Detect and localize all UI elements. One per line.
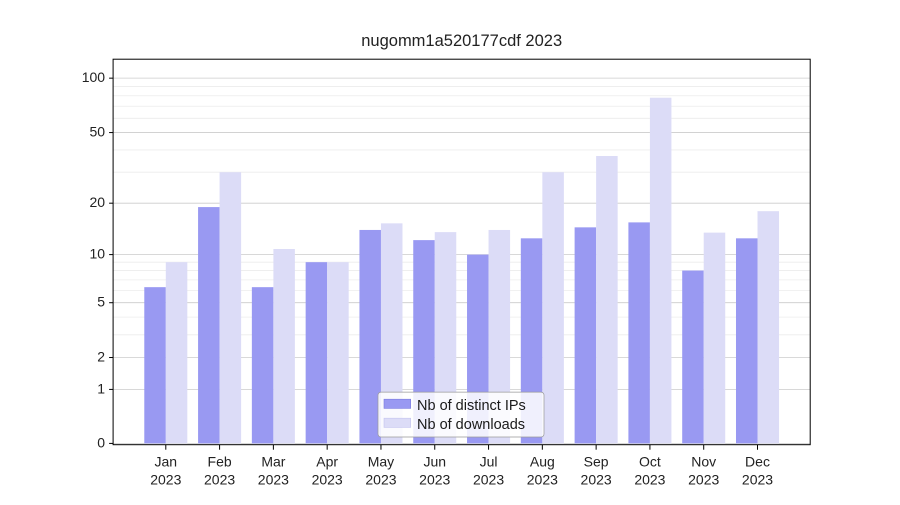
svg-text:May: May [368, 454, 394, 470]
svg-text:Sep: Sep [584, 454, 609, 470]
svg-text:2023: 2023 [150, 472, 181, 488]
svg-text:1: 1 [97, 380, 105, 396]
svg-text:0: 0 [97, 434, 105, 450]
svg-text:2023: 2023 [312, 472, 343, 488]
svg-text:Apr: Apr [316, 454, 338, 470]
svg-text:Jul: Jul [480, 454, 498, 470]
svg-text:Jan: Jan [155, 454, 178, 470]
svg-text:2023: 2023 [581, 472, 612, 488]
svg-text:2: 2 [97, 349, 105, 365]
svg-text:2023: 2023 [473, 472, 504, 488]
svg-text:Nb of distinct IPs: Nb of distinct IPs [417, 398, 526, 414]
svg-text:2023: 2023 [742, 472, 773, 488]
svg-text:2023: 2023 [634, 472, 665, 488]
svg-text:2023: 2023 [688, 472, 719, 488]
svg-text:10: 10 [90, 246, 106, 262]
svg-text:Dec: Dec [745, 454, 770, 470]
svg-text:2023: 2023 [258, 472, 289, 488]
svg-text:2023: 2023 [204, 472, 235, 488]
svg-text:Nb of downloads: Nb of downloads [417, 417, 525, 433]
svg-text:Mar: Mar [261, 454, 285, 470]
svg-text:2023: 2023 [365, 472, 396, 488]
svg-text:Jun: Jun [423, 454, 446, 470]
svg-text:100: 100 [82, 69, 106, 85]
svg-text:5: 5 [97, 294, 105, 310]
svg-text:Feb: Feb [208, 454, 232, 470]
svg-text:Nov: Nov [691, 454, 716, 470]
svg-text:50: 50 [90, 124, 106, 140]
svg-text:Aug: Aug [530, 454, 555, 470]
svg-text:20: 20 [90, 194, 106, 210]
svg-text:Oct: Oct [639, 454, 661, 470]
svg-text:nugomm1a520177cdf 2023: nugomm1a520177cdf 2023 [361, 32, 562, 50]
svg-text:2023: 2023 [527, 472, 558, 488]
svg-text:2023: 2023 [419, 472, 450, 488]
